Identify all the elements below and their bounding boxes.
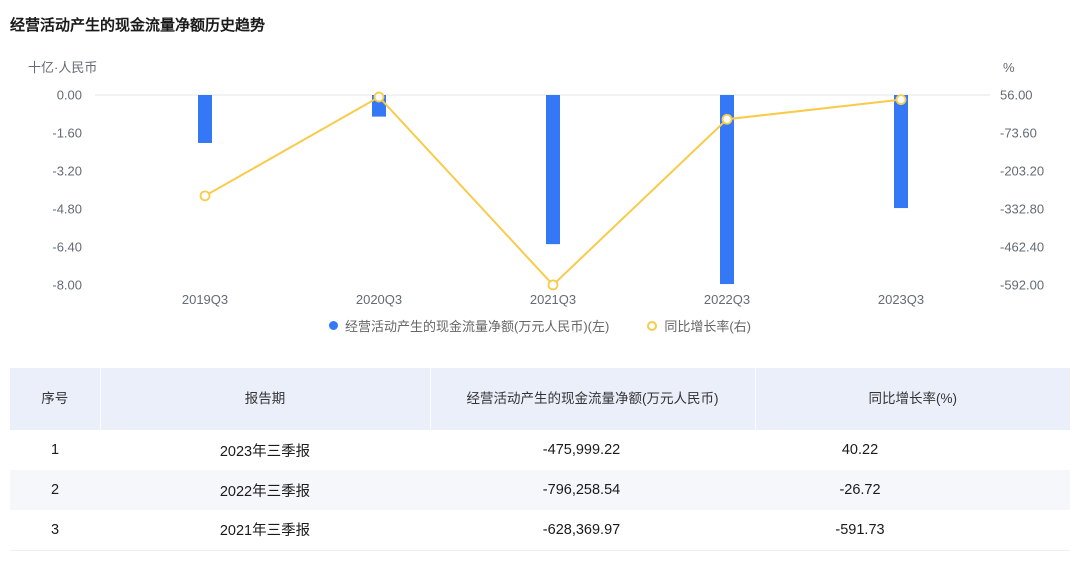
- cell-seq: 1: [50, 442, 60, 458]
- legend-label-growth-rate: 同比增长率(右): [664, 319, 751, 334]
- table-row: 2 2022年三季报 -796,258.54 -26.72: [10, 470, 1070, 510]
- right-axis-tick: -73.60: [1000, 126, 1037, 141]
- cell-cashflow-value: -796,258.54: [430, 470, 755, 510]
- line-point-2019Q3[interactable]: [199, 190, 211, 202]
- x-axis-label-2019Q3: 2019Q3: [182, 292, 228, 307]
- cell-cashflow-value: -475,999.22: [542, 442, 621, 458]
- cell-seq: 2: [10, 470, 100, 510]
- left-axis-tick: -6.40: [52, 240, 82, 255]
- line-point-2020Q3[interactable]: [373, 91, 385, 103]
- cell-seq: 3: [50, 521, 60, 538]
- cell-report-period: 2021年三季报: [219, 523, 311, 540]
- cell-growth-rate: -591.73: [835, 521, 885, 538]
- bar-2021Q3[interactable]: [546, 95, 560, 245]
- cashflow-trend-chart: 十亿·人民币 % 0.00 -1.60 -3.20 -4.80 -6.40 -8.00 56.0…: [28, 60, 1044, 307]
- left-axis-tick: -4.80: [52, 202, 82, 217]
- bar-2022Q3[interactable]: [720, 95, 734, 285]
- right-axis-tick: -203.20: [1000, 164, 1044, 179]
- col-header-growth-rate: 同比增长率(%): [755, 368, 1070, 430]
- history-table: 序号 报告期 经营活动产生的现金流量净额(万元人民币) 同比增长率(%) 1 2…: [10, 368, 1070, 551]
- line-point-2021Q3[interactable]: [547, 279, 559, 291]
- left-axis-unit: 十亿·人民币: [28, 60, 97, 75]
- bar-2019Q3[interactable]: [198, 95, 212, 143]
- left-axis-tick: -3.20: [52, 164, 82, 179]
- page-title: 经营活动产生的现金流量净额历史趋势: [10, 17, 266, 34]
- right-axis-tick: -332.80: [1000, 202, 1044, 217]
- x-axis-label-2020Q3: 2020Q3: [356, 292, 402, 307]
- cell-report-period: 2023年三季报: [219, 443, 311, 460]
- filled-circle-icon: [329, 321, 338, 330]
- cell-report-period: 2022年三季报: [100, 470, 430, 510]
- x-axis-label-2023Q3: 2023Q3: [878, 292, 924, 307]
- right-axis-unit: %: [1003, 60, 1015, 75]
- legend-item-growth-rate[interactable]: 同比增长率(右): [647, 316, 751, 335]
- right-axis-tick: 56.00: [1000, 88, 1033, 103]
- table-row: 3 2021年三季报 -628,369.97 -591.73: [10, 510, 1070, 550]
- col-header-cashflow-value: 经营活动产生的现金流量净额(万元人民币): [430, 368, 756, 430]
- chart-legend: 经营活动产生的现金流量净额(万元人民币)(左) 同比增长率(右): [0, 316, 1080, 335]
- table-row: 1 2023年三季报 -475,999.22 40.22: [10, 430, 1070, 470]
- x-axis-label-2022Q3: 2022Q3: [704, 292, 750, 307]
- col-header-seq: 序号: [10, 368, 101, 430]
- left-axis-tick: 0.00: [57, 88, 82, 103]
- col-header-report-period: 报告期: [100, 368, 431, 430]
- line-point-2022Q3[interactable]: [721, 113, 733, 125]
- x-axis-label-2021Q3: 2021Q3: [530, 292, 576, 307]
- left-axis-tick: -1.60: [52, 126, 82, 141]
- cell-growth-rate: -26.72: [755, 470, 1070, 510]
- legend-label-cashflow: 经营活动产生的现金流量净额(万元人民币)(左): [345, 319, 610, 334]
- left-axis-tick: -8.00: [52, 278, 82, 293]
- line-point-2023Q3[interactable]: [895, 94, 907, 106]
- right-axis-tick: -462.40: [1000, 240, 1044, 255]
- hollow-circle-icon: [647, 320, 658, 331]
- cell-growth-rate: 40.22: [841, 442, 879, 458]
- cell-cashflow-value: -628,369.97: [542, 521, 621, 538]
- table-header-row: 序号 报告期 经营活动产生的现金流量净额(万元人民币) 同比增长率(%): [10, 368, 1070, 430]
- right-axis-tick: -592.00: [1000, 278, 1044, 293]
- legend-item-cashflow[interactable]: 经营活动产生的现金流量净额(万元人民币)(左): [329, 316, 609, 335]
- bar-2023Q3[interactable]: [894, 95, 908, 209]
